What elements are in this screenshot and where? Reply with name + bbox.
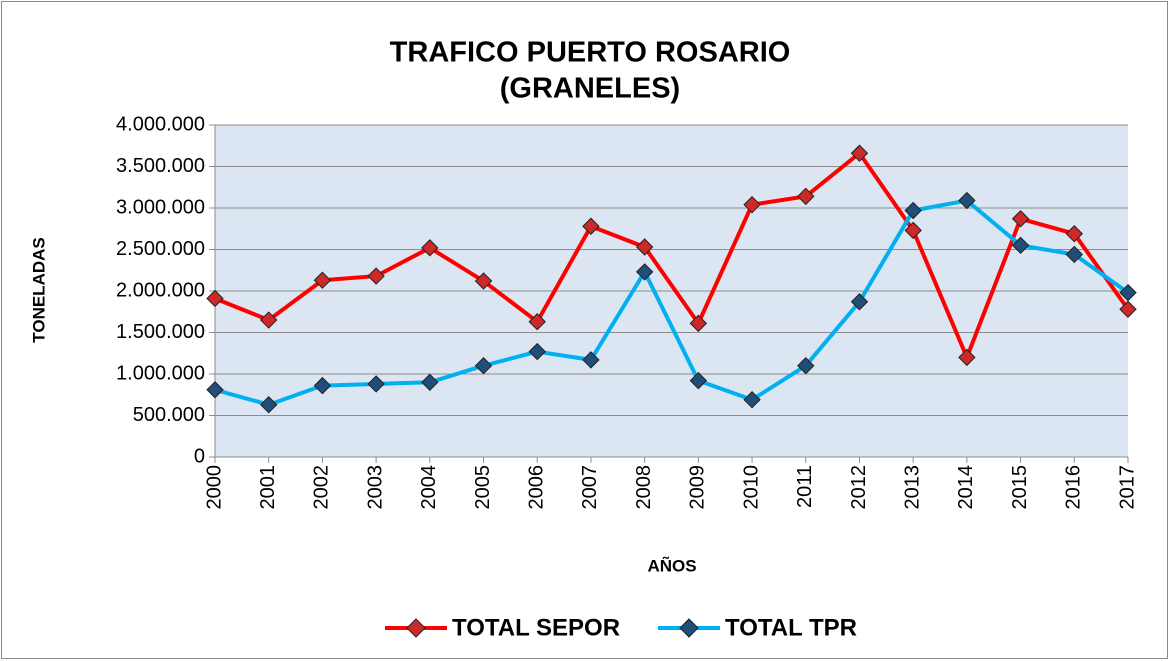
y-tick-label: 3.500.000: [116, 155, 205, 177]
x-tick-label: 2006: [526, 465, 548, 510]
y-tick-label: 1.500.000: [116, 321, 205, 343]
data-point: [904, 201, 922, 220]
data-point: [206, 289, 224, 308]
data-point: [743, 391, 761, 409]
data-point: [313, 376, 332, 395]
data-point: [421, 239, 439, 257]
x-tick-label: 2017: [1116, 465, 1138, 510]
data-point: [259, 396, 278, 414]
x-tick-label: 2016: [1063, 465, 1085, 510]
data-point: [206, 381, 224, 399]
y-tick-label: 500.000: [133, 404, 205, 426]
chart-title: (GRANELES): [500, 73, 680, 105]
data-point: [1119, 300, 1137, 318]
data-point: [582, 351, 600, 369]
data-point: [904, 221, 922, 240]
data-point: [743, 195, 761, 214]
data-point: [797, 187, 815, 206]
data-point: [1011, 210, 1030, 228]
series-line: [214, 198, 1130, 407]
data-point: [1065, 245, 1083, 264]
series-line: [214, 151, 1130, 360]
data-point: [1119, 283, 1137, 302]
data-point: [689, 314, 708, 333]
data-point: [528, 342, 546, 361]
x-tick-label: 2011: [794, 465, 816, 508]
data-point: [958, 191, 976, 210]
x-tick-label: 2005: [472, 465, 494, 510]
data-point: [313, 271, 332, 289]
chart-title: TRAFICO PUERTO ROSARIO: [390, 37, 791, 69]
y-tick-label: 3.000.000: [116, 196, 205, 218]
x-tick-label: 2010: [740, 465, 762, 510]
x-tick-label: 2003: [364, 465, 386, 510]
x-tick-label: 2013: [901, 465, 923, 510]
data-point: [850, 293, 869, 311]
x-tick-label: 2015: [1009, 465, 1031, 510]
y-axis-label: TONELADAS: [29, 237, 48, 342]
x-tick-label: 2004: [418, 465, 440, 510]
x-tick-label: 2007: [579, 465, 601, 510]
x-tick-label: 2002: [311, 465, 333, 510]
x-tick-label: 2008: [633, 465, 655, 510]
y-tick-label: 2.500.000: [116, 238, 205, 260]
data-point: [1011, 236, 1030, 255]
x-tick-label: 2000: [203, 465, 225, 510]
legend-marker: [679, 618, 699, 638]
data-point: [635, 263, 654, 281]
x-axis-label: AÑOS: [647, 555, 696, 575]
y-tick-label: 0: [194, 445, 205, 467]
x-tick-label: 2001: [257, 465, 279, 510]
y-tick-label: 2.000.000: [116, 279, 205, 301]
x-tick-label: 2014: [955, 465, 977, 510]
data-point: [958, 348, 976, 367]
y-tick-label: 4.000.000: [116, 113, 205, 135]
data-point: [474, 272, 493, 290]
data-point: [635, 238, 654, 256]
data-point: [582, 217, 600, 235]
legend-label: TOTAL SEPOR: [452, 614, 620, 641]
data-point: [421, 373, 439, 392]
data-point: [474, 356, 493, 375]
data-point: [367, 375, 385, 393]
data-point: [367, 267, 385, 285]
data-point: [259, 311, 278, 329]
x-tick-label: 2012: [848, 465, 870, 510]
legend-label: TOTAL TPR: [725, 614, 857, 641]
data-point: [797, 356, 815, 375]
data-point: [850, 144, 869, 162]
data-point: [689, 371, 708, 390]
x-tick-label: 2009: [687, 465, 709, 510]
legend-marker: [406, 618, 426, 638]
data-point: [1065, 225, 1083, 243]
y-tick-label: 1.000.000: [116, 362, 205, 384]
data-point: [528, 313, 546, 331]
